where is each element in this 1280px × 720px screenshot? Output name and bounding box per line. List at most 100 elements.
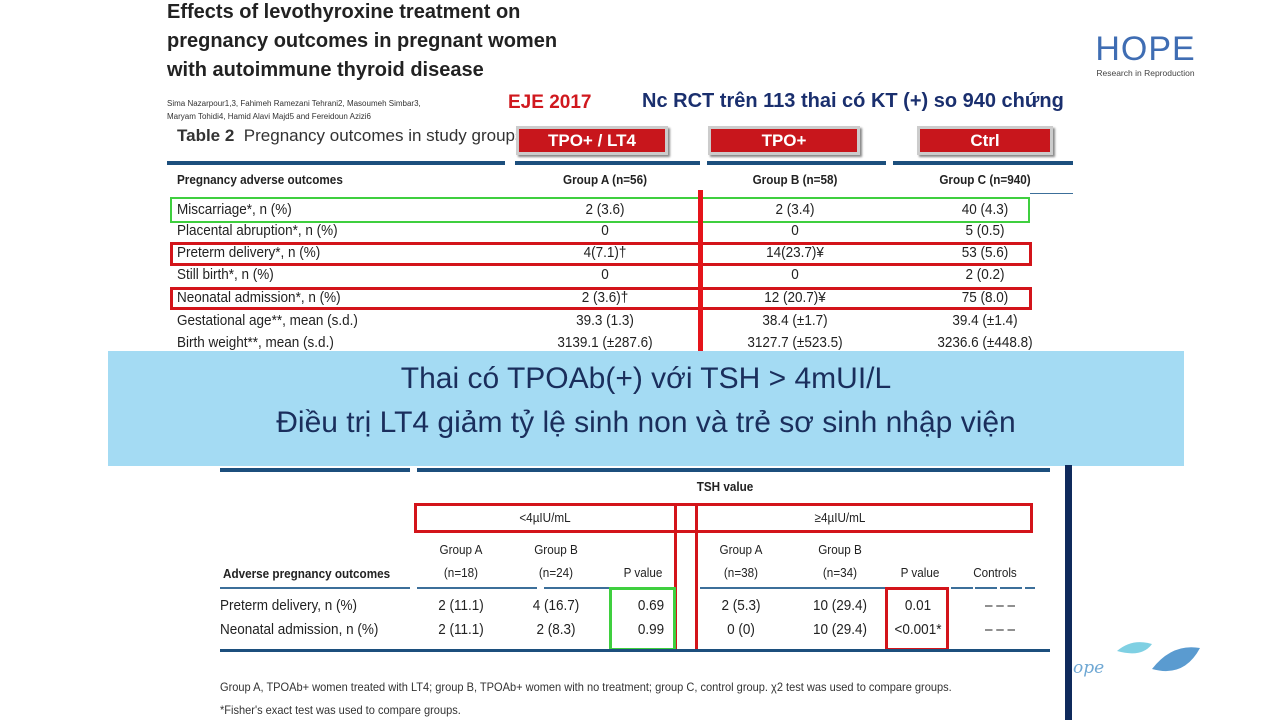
table-cell: – – –: [984, 597, 1016, 614]
table-cell: 2 (3.4): [775, 201, 815, 218]
col-header: (n=38): [723, 565, 759, 580]
logo-tagline: Research in Reproduction: [1096, 68, 1195, 78]
rule: [789, 587, 899, 589]
rule: [707, 161, 886, 165]
table-cell: 38.4 (±1.7): [762, 312, 828, 329]
col-header: P value: [623, 565, 663, 580]
rule: [893, 161, 1073, 165]
table-cell: 53 (5.6): [961, 244, 1009, 261]
table-cell: 3139.1 (±287.6): [557, 334, 653, 351]
logo-fragment: ope: [1073, 658, 1105, 678]
table-cell: 0.69: [637, 597, 665, 614]
table-cell: 14(23.7)¥: [766, 244, 824, 261]
rule: [951, 587, 973, 589]
divider-line-red: [695, 503, 698, 651]
table-cell: 2 (0.2): [965, 266, 1005, 283]
table-cell: 40 (4.3): [961, 201, 1009, 218]
highlight-box-red: [170, 287, 1032, 310]
table-row-label: Preterm delivery*, n (%): [177, 244, 321, 261]
highlight-box-green: [609, 587, 676, 651]
callout-line: Điều trị LT4 giảm tỷ lệ sinh non và trẻ …: [276, 406, 1016, 439]
leaf-logo-icon: [1117, 642, 1200, 672]
table-cell: 2 (3.6): [585, 201, 625, 218]
rule: [167, 161, 505, 165]
col-header: Group A: [439, 542, 483, 557]
rule: [700, 587, 800, 589]
col-header: Pregnancy adverse outcomes: [177, 172, 343, 187]
highlight-box-red: [170, 242, 1032, 266]
footnote: *Fisher's exact test was used to compare…: [220, 703, 461, 717]
table-cell: 0 (0): [727, 621, 755, 638]
group-c-label: Ctrl: [917, 126, 1053, 155]
tsh-high: ≥4µIU/mL: [814, 510, 866, 525]
tsh-low: <4µIU/mL: [519, 510, 571, 525]
callout-line: Thai có TPOAb(+) với TSH > 4mUI/L: [400, 362, 892, 395]
highlight-box-green: [170, 197, 1030, 223]
table-cell: 2 (11.1): [438, 621, 484, 638]
authors-line: Sima Nazarpour1,3, Fahimeh Ramezani Tehr…: [167, 99, 421, 108]
table-row-label: Still birth*, n (%): [177, 266, 274, 283]
highlight-box-red: [885, 587, 949, 651]
caption-text: Pregnancy outcomes in study groups.: [243, 126, 529, 145]
table-caption: Table 2 Pregnancy outcomes in study grou…: [177, 126, 528, 146]
col-header: (n=18): [443, 565, 479, 580]
table-cell: 0.01: [904, 597, 932, 614]
title-line: with autoimmune thyroid disease: [167, 59, 484, 81]
table-cell: <0.001*: [894, 621, 942, 638]
hope-logo: HOPE Research in Reproduction: [1088, 30, 1203, 78]
table-cell: 3127.7 (±523.5): [747, 334, 843, 351]
table-cell: 4(7.1)†: [583, 244, 627, 261]
col-header: (n=24): [538, 565, 574, 580]
table-cell: 12 (20.7)¥: [764, 289, 826, 306]
tsh-range-box: [414, 503, 1033, 533]
title-line: Effects of levothyroxine treatment on: [167, 1, 521, 23]
table-cell: 2 (5.3): [721, 597, 761, 614]
table-cell: 3236.6 (±448.8): [937, 334, 1033, 351]
callout-box: Thai có TPOAb(+) với TSH > 4mUI/L Điều t…: [108, 351, 1184, 466]
logo-text: HOPE: [1095, 30, 1196, 68]
rule: [975, 587, 997, 589]
table-cell: 0.99: [637, 621, 665, 638]
table-cell: 75 (8.0): [961, 289, 1009, 306]
divider-line-red: [674, 503, 677, 651]
table-cell: 4 (16.7): [532, 597, 580, 614]
rule: [220, 468, 410, 472]
rule: [1000, 587, 1022, 589]
col-header: (n=34): [822, 565, 858, 580]
col-header: Group B (n=58): [752, 172, 838, 187]
table-cell: 0: [791, 222, 799, 239]
table-cell: 2 (8.3): [536, 621, 576, 638]
paper-title: Effects of levothyroxine treatment on pr…: [167, 0, 557, 85]
rule: [1030, 193, 1073, 194]
table-cell: 2 (11.1): [438, 597, 484, 614]
col-header: Group A (n=56): [563, 172, 647, 187]
table-cell: 39.3 (1.3): [576, 312, 634, 329]
tsh-header: TSH value: [696, 479, 754, 494]
table-row-label: Birth weight**, mean (s.d.): [177, 334, 334, 351]
table-label: Table 2: [177, 126, 235, 145]
col-header: Group B: [818, 542, 862, 557]
rule: [515, 161, 700, 165]
footnote: Group A, TPOAb+ women treated with LT4; …: [220, 680, 952, 694]
table-row-label: Gestational age**, mean (s.d.): [177, 312, 358, 329]
authors-line: Maryam Tohidi4, Hamid Alavi Majd5 and Fe…: [167, 112, 371, 121]
rule: [544, 587, 644, 589]
rule: [220, 649, 1050, 652]
table-cell: 0: [791, 266, 799, 283]
outcomes-header: Adverse pregnancy outcomes: [223, 566, 391, 581]
group-a-label: TPO+ / LT4: [516, 126, 668, 155]
table-cell: 0: [601, 222, 609, 239]
group-b-label: TPO+: [708, 126, 860, 155]
rule: [417, 468, 1050, 472]
table-cell: – – –: [984, 621, 1016, 638]
table-row-label: Miscarriage*, n (%): [177, 201, 292, 218]
journal-label: EJE 2017: [508, 92, 592, 113]
table-cell: 0: [601, 266, 609, 283]
headline: Nc RCT trên 113 thai có KT (+) so 940 ch…: [642, 90, 1064, 112]
rule: [417, 587, 537, 589]
table-cell: 10 (29.4): [812, 621, 868, 638]
table-cell: 5 (0.5): [965, 222, 1005, 239]
authors: Sima Nazarpour1,3, Fahimeh Ramezani Tehr…: [167, 97, 421, 123]
title-line: pregnancy outcomes in pregnant women: [167, 30, 558, 52]
table-row-label: Placental abruption*, n (%): [177, 222, 338, 239]
